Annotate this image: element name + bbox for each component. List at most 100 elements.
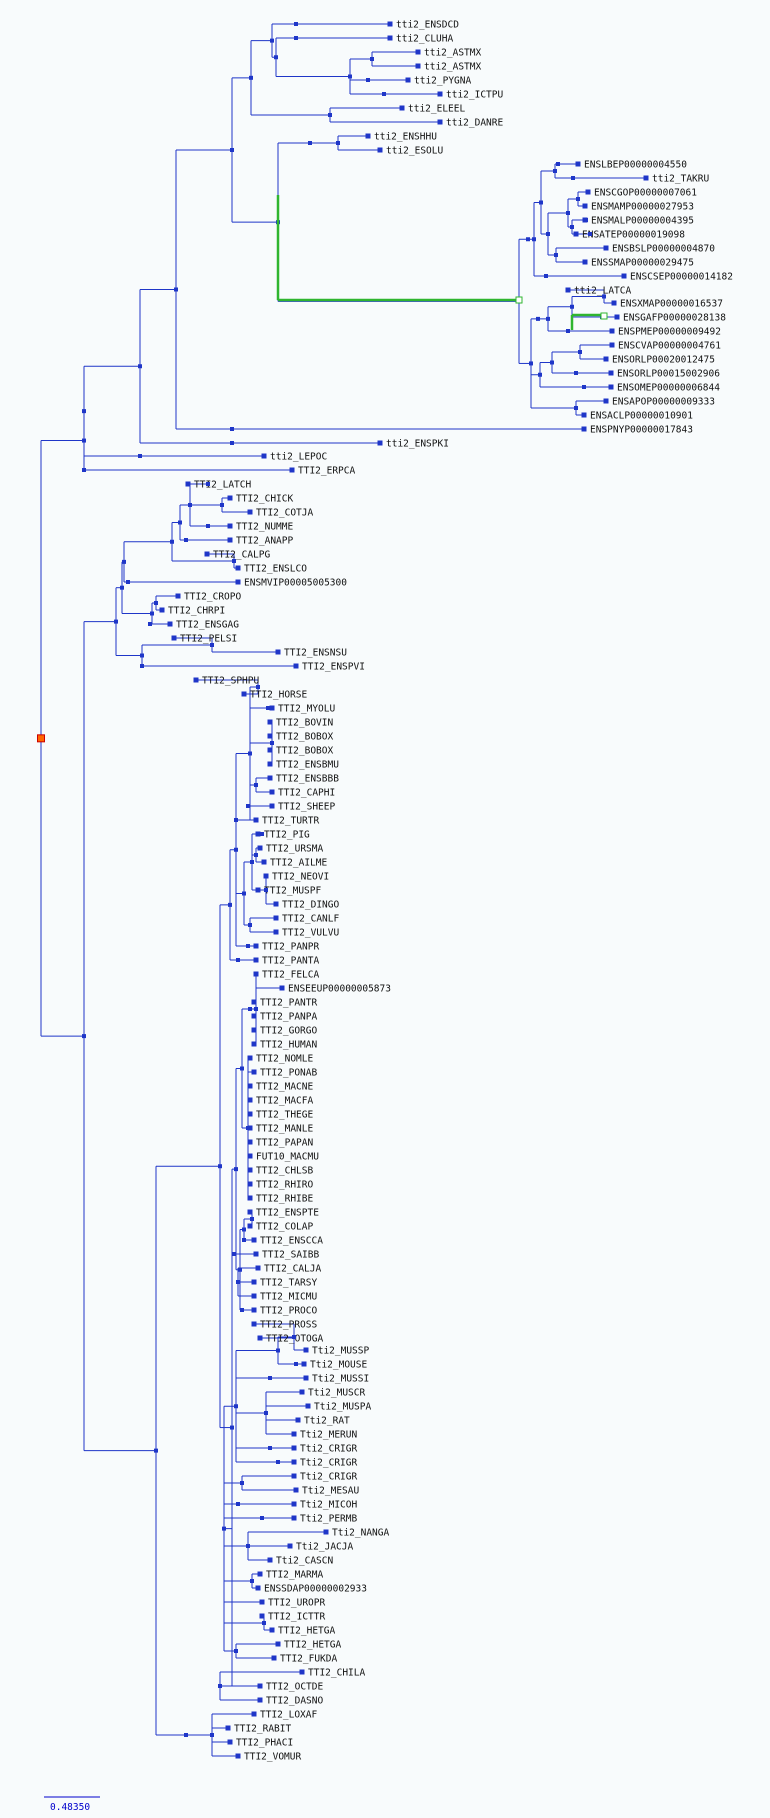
leaf-node[interactable] <box>273 929 279 935</box>
leaf-label[interactable]: tti2_TAKRU <box>652 174 709 185</box>
leaf-label[interactable]: TTI2_URSMA <box>266 844 323 855</box>
internal-node[interactable] <box>248 923 252 927</box>
leaf-node[interactable] <box>377 440 383 446</box>
leaf-label[interactable]: tti2_ASTMX <box>424 62 481 73</box>
internal-node[interactable] <box>174 287 178 292</box>
leaf-label[interactable]: TTI2_UROPR <box>268 1598 325 1609</box>
leaf-node[interactable] <box>295 1417 301 1423</box>
leaf-node[interactable] <box>251 1293 257 1299</box>
internal-node[interactable] <box>274 55 278 60</box>
leaf-node[interactable] <box>299 1389 305 1395</box>
selected-node[interactable] <box>515 296 523 304</box>
leaf-label[interactable]: TTI2_DASNO <box>266 1696 323 1707</box>
leaf-label[interactable]: TTI2_SPHPU <box>202 676 259 687</box>
internal-node[interactable] <box>184 1733 188 1737</box>
leaf-label[interactable]: Tti2_CRIGR <box>300 1444 357 1455</box>
internal-node[interactable] <box>249 75 253 80</box>
leaf-label[interactable]: TTI2_COTJA <box>256 508 313 519</box>
leaf-label[interactable]: ENSGAFP00000028138 <box>623 313 726 324</box>
leaf-node[interactable] <box>247 1097 253 1103</box>
leaf-node[interactable] <box>275 1641 281 1647</box>
leaf-label[interactable]: TTI2_HETGA <box>278 1626 335 1637</box>
leaf-label[interactable]: TTI2_PROCO <box>260 1306 317 1317</box>
leaf-label[interactable]: ENSMAMP00000027953 <box>591 202 694 213</box>
leaf-node[interactable] <box>257 1571 263 1577</box>
leaf-node[interactable] <box>251 1027 257 1033</box>
internal-node[interactable] <box>256 685 260 689</box>
leaf-label[interactable]: FUT10_MACMU <box>256 1152 319 1163</box>
leaf-label[interactable]: TTI2_CHILA <box>308 1668 365 1679</box>
internal-node[interactable] <box>114 619 118 624</box>
selected-node[interactable] <box>600 312 608 320</box>
internal-node[interactable] <box>230 147 234 152</box>
internal-node[interactable] <box>294 1362 298 1366</box>
leaf-node[interactable] <box>291 1473 297 1479</box>
leaf-label[interactable]: TTI2_HORSE <box>250 690 307 701</box>
leaf-label[interactable]: tti2_CLUHA <box>396 34 453 45</box>
leaf-node[interactable] <box>279 985 285 991</box>
internal-node[interactable] <box>328 113 332 117</box>
leaf-label[interactable]: tti2_ASTMX <box>424 48 481 59</box>
internal-node[interactable] <box>546 316 550 321</box>
leaf-node[interactable] <box>608 370 614 376</box>
internal-node[interactable] <box>566 329 570 333</box>
internal-node[interactable] <box>138 364 142 369</box>
leaf-label[interactable]: tti2_DANRE <box>446 118 503 129</box>
leaf-label[interactable]: TTI2_ERPCA <box>298 466 355 477</box>
leaf-node[interactable] <box>227 523 233 529</box>
leaf-node[interactable] <box>185 481 191 487</box>
leaf-label[interactable]: TTI2_ENSLCO <box>244 564 307 575</box>
leaf-node[interactable] <box>204 551 210 557</box>
leaf-label[interactable]: ENSMALP00000004395 <box>591 216 694 227</box>
leaf-node[interactable] <box>247 1195 253 1201</box>
leaf-label[interactable]: Tti2_MUSSP <box>312 1346 369 1357</box>
internal-node[interactable] <box>232 559 236 563</box>
leaf-node[interactable] <box>405 77 411 83</box>
leaf-node[interactable] <box>269 1627 275 1633</box>
leaf-label[interactable]: TTI2_PELSI <box>180 634 237 645</box>
internal-node[interactable] <box>246 1544 250 1548</box>
leaf-node[interactable] <box>609 328 615 334</box>
internal-node[interactable] <box>240 1308 244 1312</box>
internal-node[interactable] <box>170 539 174 544</box>
internal-node[interactable] <box>148 622 152 626</box>
leaf-node[interactable] <box>247 1083 253 1089</box>
leaf-node[interactable] <box>614 314 620 320</box>
internal-node[interactable] <box>218 1684 222 1688</box>
leaf-node[interactable] <box>301 1361 307 1367</box>
leaf-label[interactable]: ENSCGOP00000007061 <box>594 188 697 199</box>
leaf-label[interactable]: TTI2_PIG <box>264 830 310 841</box>
leaf-label[interactable]: TTI2_ENSPTE <box>256 1208 319 1219</box>
leaf-node[interactable] <box>235 565 241 571</box>
leaf-label[interactable]: TTI2_CROPO <box>184 592 241 603</box>
leaf-node[interactable] <box>235 579 241 585</box>
leaf-node[interactable] <box>643 175 649 181</box>
internal-node[interactable] <box>292 1335 296 1339</box>
internal-node[interactable] <box>260 1600 264 1604</box>
leaf-label[interactable]: TTI2_LATCH <box>194 480 251 491</box>
leaf-label[interactable]: tti2_LEPOC <box>270 452 327 463</box>
leaf-label[interactable]: TTI2_ENSBMU <box>276 760 339 771</box>
leaf-label[interactable]: ENSACLP00000010901 <box>590 411 693 422</box>
leaf-node[interactable] <box>175 593 181 599</box>
leaf-label[interactable]: TTI2_AILME <box>270 858 327 869</box>
internal-node[interactable] <box>246 804 250 808</box>
leaf-label[interactable]: TTI2_DINGO <box>282 900 339 911</box>
internal-node[interactable] <box>234 1404 238 1409</box>
leaf-node[interactable] <box>253 1251 259 1257</box>
leaf-label[interactable]: TTI2_CHICK <box>236 494 293 505</box>
leaf-node[interactable] <box>227 537 233 543</box>
leaf-node[interactable] <box>259 1613 265 1619</box>
internal-node[interactable] <box>570 304 574 309</box>
leaf-node[interactable] <box>261 859 267 865</box>
internal-node[interactable] <box>140 664 144 668</box>
leaf-label[interactable]: Tti2_CRIGR <box>300 1472 357 1483</box>
leaf-node[interactable] <box>257 1683 263 1689</box>
leaf-node[interactable] <box>293 1487 299 1493</box>
leaf-label[interactable]: ENSORLP00015002906 <box>617 369 720 380</box>
leaf-node[interactable] <box>253 943 259 949</box>
leaf-node[interactable] <box>365 133 371 139</box>
internal-node[interactable] <box>539 200 543 205</box>
internal-node[interactable] <box>270 741 274 745</box>
leaf-node[interactable] <box>193 677 199 683</box>
